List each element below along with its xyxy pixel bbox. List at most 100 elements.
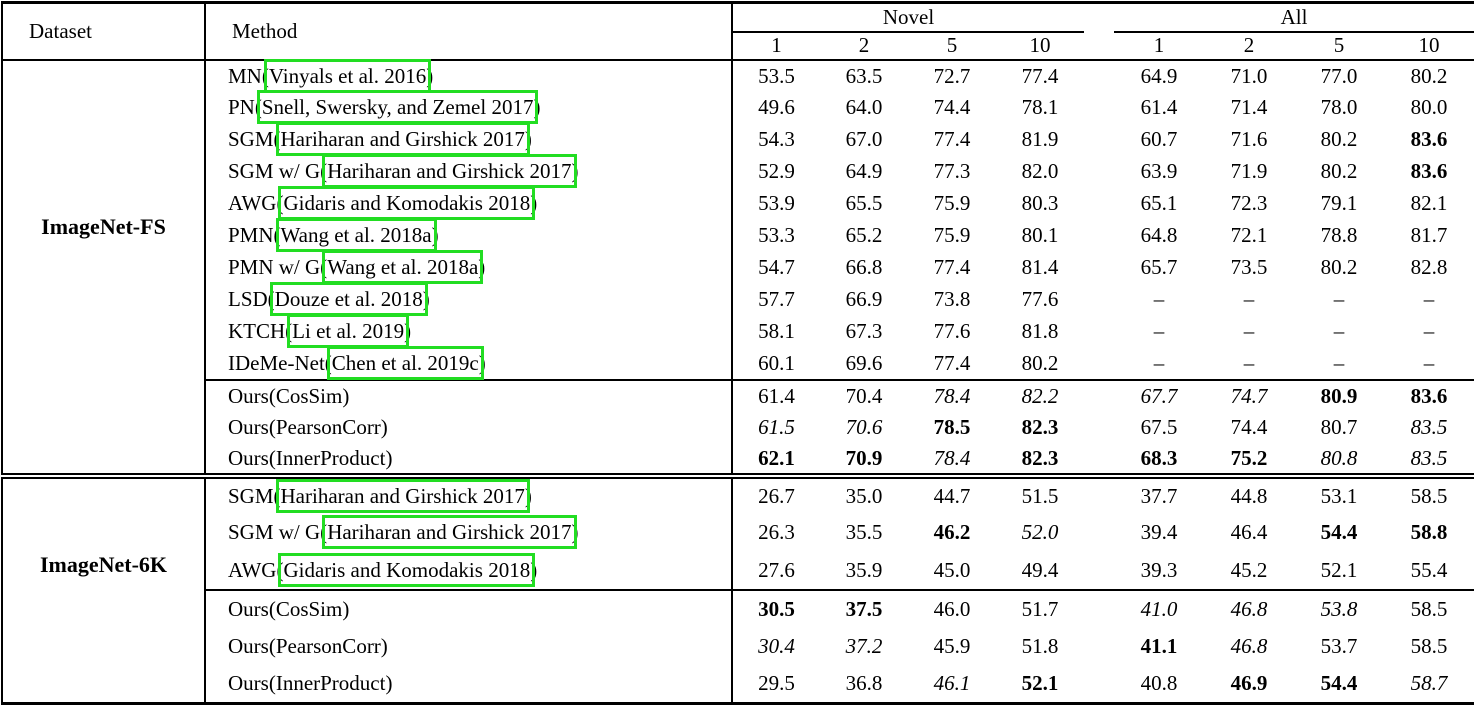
- value-cell: 39.4: [1140, 520, 1178, 544]
- value-cell: 67.3: [845, 319, 883, 343]
- value-cell: 77.4: [1021, 63, 1059, 88]
- value-cell: 46.9: [1204, 665, 1295, 705]
- value-cell: 30.4: [758, 634, 795, 658]
- method-label: Ours(PearsonCorr): [228, 634, 388, 658]
- value-cell: 58.8: [1410, 520, 1448, 544]
- value-cell: 54.7: [758, 255, 795, 279]
- method-label-suffix: ): [478, 350, 486, 375]
- citation-link[interactable]: Hariharan and Girshick 2017: [275, 122, 530, 156]
- value-cell: 77.0: [1320, 63, 1358, 88]
- value-cell: 78.5: [933, 415, 971, 439]
- column-gap: [1084, 284, 1114, 316]
- method-cell: Ours(CosSim): [205, 378, 733, 412]
- table-row: LSD(Douze et al. 2018) 57.7 66.9 73.8 77.6 – –…: [2, 282, 1474, 316]
- value-cell: 44.7: [933, 483, 971, 508]
- value-cell: 61.4: [1140, 95, 1178, 119]
- citation-link[interactable]: Wang et al. 2018a: [322, 250, 484, 284]
- citation-link[interactable]: Wang et al. 2018a: [275, 218, 437, 252]
- citation-link[interactable]: Chen et al. 2019c: [326, 345, 484, 380]
- value-cell: 75.2: [1204, 443, 1295, 479]
- citation-link[interactable]: Hariharan and Girshick 2017: [322, 515, 577, 549]
- value-cell: 80.7: [1320, 415, 1358, 439]
- value-cell: 72.1: [1230, 223, 1268, 247]
- value-cell: 75.9: [933, 223, 971, 247]
- value-cell: 60.7: [1140, 127, 1178, 151]
- value-cell: 80.2: [1320, 159, 1358, 183]
- method-cell: PN(Snell, Swersky, and Zemel 2017): [205, 90, 733, 124]
- method-label: SGM(: [228, 127, 281, 151]
- value-cell: 83.6: [1384, 378, 1475, 412]
- dataset-cell: ImageNet-FS: [1, 59, 206, 479]
- value-cell: 75.9: [933, 191, 971, 215]
- value-cell: 53.9: [758, 191, 795, 215]
- citation-link[interactable]: Gidaris and Komodakis 2018: [278, 552, 536, 587]
- method-cell: Ours(InnerProduct): [205, 443, 733, 479]
- value-cell: 54.4: [1320, 520, 1358, 544]
- value-cell: 81.7: [1410, 223, 1448, 247]
- value-cell: 64.8: [1140, 223, 1178, 247]
- method-cell: AWG(Gidaris and Komodakis 2018): [205, 551, 733, 590]
- value-cell: 53.8: [1294, 588, 1385, 628]
- table-row: SGM w/ G(Hariharan and Girshick 2017) 26.…: [2, 513, 1474, 552]
- value-cell: 61.4: [732, 378, 820, 412]
- value-cell: 81.9: [1021, 127, 1059, 151]
- value-cell: 77.4: [933, 350, 971, 375]
- citation-link[interactable]: Douze et al. 2018: [269, 282, 428, 316]
- method-label: Ours(InnerProduct): [228, 671, 393, 696]
- value-cell: 53.7: [1320, 634, 1358, 658]
- value-cell: 71.0: [1230, 63, 1268, 88]
- column-gap: [1084, 92, 1114, 124]
- method-label-suffix: ): [422, 287, 430, 311]
- citation-link[interactable]: Hariharan and Girshick 2017: [322, 154, 577, 188]
- value-cell: –: [1153, 350, 1165, 375]
- table-row: Ours(CosSim) 61.4 70.4 78.4 82.2 67.7 74.7 80.9…: [2, 378, 1475, 412]
- column-gap: [1084, 60, 1114, 92]
- value-cell: 83.6: [1410, 159, 1448, 183]
- value-cell: 49.4: [1021, 557, 1059, 582]
- value-cell: 51.8: [1021, 634, 1059, 658]
- method-cell: PMN(Wang et al. 2018a): [205, 218, 733, 252]
- table-row: PN(Snell, Swersky, and Zemel 2017) 49.6 64…: [2, 90, 1474, 124]
- column-gap: [1084, 316, 1114, 348]
- value-cell: 46.8: [1204, 588, 1295, 628]
- value-cell: 45.9: [933, 634, 971, 658]
- method-cell: MN(Vinyals et al. 2016): [205, 58, 733, 93]
- value-cell: 46.2: [933, 520, 971, 544]
- method-label: KTCH(: [228, 319, 293, 343]
- column-gap: [1084, 220, 1114, 252]
- method-cell: Ours(PearsonCorr): [205, 411, 733, 444]
- method-label-suffix: ): [404, 319, 412, 343]
- value-cell: –: [1153, 287, 1165, 311]
- value-cell: 78.1: [1021, 95, 1059, 119]
- value-cell: –: [1153, 319, 1165, 343]
- value-cell: 58.1: [758, 319, 795, 343]
- method-label: Ours(CosSim): [228, 383, 350, 408]
- method-label-suffix: ): [530, 191, 538, 215]
- value-cell: 35.9: [845, 557, 883, 582]
- citation-link[interactable]: Vinyals et al. 2016: [263, 58, 432, 93]
- value-cell: 67.0: [845, 127, 883, 151]
- column-gap: [1084, 412, 1114, 444]
- table-row: Ours(InnerProduct) 29.5 36.8 46.1 52.1 40.8 46…: [2, 665, 1475, 705]
- method-label: AWG(: [228, 191, 284, 215]
- value-cell: –: [1423, 350, 1435, 375]
- value-cell: 29.5: [732, 665, 820, 705]
- citation-link[interactable]: Snell, Swersky, and Zemel 2017: [256, 90, 539, 124]
- table-row: AWG(Gidaris and Komodakis 2018) 27.6 35.9 4…: [2, 551, 1474, 590]
- value-cell: 37.7: [1140, 483, 1178, 508]
- citation-link[interactable]: Hariharan and Girshick 2017: [275, 478, 530, 513]
- method-cell: SGM(Hariharan and Girshick 2017): [205, 475, 733, 514]
- value-cell: 41.0: [1114, 588, 1205, 628]
- column-gap: [1084, 124, 1114, 156]
- value-cell: 70.4: [820, 378, 908, 412]
- citation-link[interactable]: Li et al. 2019: [287, 314, 410, 348]
- method-label: PN(: [228, 95, 262, 119]
- method-label-suffix: ): [571, 520, 579, 544]
- citation-link[interactable]: Gidaris and Komodakis 2018: [278, 186, 536, 220]
- method-label: AWG(: [228, 557, 284, 582]
- value-cell: 39.3: [1140, 557, 1178, 582]
- method-label-suffix: ): [426, 63, 434, 88]
- method-label: IDeMe-Net(: [228, 350, 332, 375]
- value-cell: 65.7: [1140, 255, 1178, 279]
